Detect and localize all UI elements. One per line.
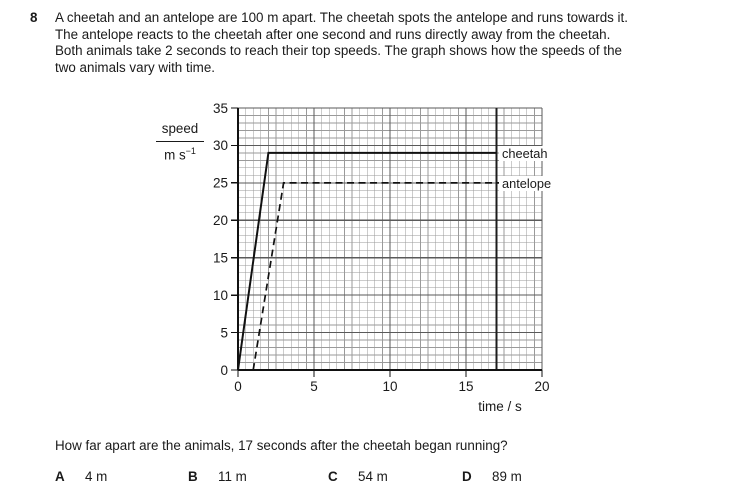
question-text-line-3: Both animals take 2 seconds to reach the…	[55, 43, 622, 59]
option-a-letter: A	[55, 469, 65, 484]
svg-text:20: 20	[213, 213, 228, 228]
question-text: A cheetah and an antelope are 100 m apar…	[55, 10, 628, 76]
y-axis-label: speed m s−1	[156, 121, 204, 162]
svg-text:20: 20	[534, 379, 549, 394]
option-a: A 4 m	[55, 469, 107, 484]
option-c: C 54 m	[328, 469, 388, 484]
svg-text:5: 5	[310, 379, 318, 394]
option-d: D 89 m	[462, 469, 522, 484]
option-b-letter: B	[188, 469, 198, 484]
option-c-letter: C	[328, 469, 338, 484]
svg-text:15: 15	[458, 379, 473, 394]
svg-text:15: 15	[213, 251, 228, 266]
svg-text:35: 35	[213, 101, 228, 116]
y-axis-unit-base: m s	[164, 147, 186, 163]
svg-text:10: 10	[213, 288, 228, 303]
option-d-value: 89 m	[492, 469, 522, 484]
question-prompt: How far apart are the animals, 17 second…	[55, 438, 508, 453]
series-label-antelope: antelope	[499, 176, 561, 191]
series-label-cheetah: cheetah	[499, 146, 557, 161]
speed-time-graph: 0 5 10 15 20 0 5 10 15 20 25 30 35 time / s	[213, 101, 550, 414]
svg-text:5: 5	[220, 325, 228, 340]
y-axis-label-denominator: m s−1	[156, 142, 204, 162]
y-axis-unit-exponent: −1	[185, 146, 196, 156]
option-b: B 11 m	[188, 469, 247, 484]
option-a-value: 4 m	[85, 469, 108, 484]
svg-text:time / s: time / s	[478, 399, 522, 414]
option-c-value: 54 m	[358, 469, 388, 484]
svg-text:25: 25	[213, 176, 228, 191]
svg-text:0: 0	[234, 379, 242, 394]
option-b-value: 11 m	[218, 469, 247, 484]
option-d-letter: D	[462, 469, 472, 484]
question-text-line-2: The antelope reacts to the cheetah after…	[55, 26, 611, 42]
y-axis-label-numerator: speed	[156, 121, 204, 142]
question-text-line-4: two animals vary with time.	[55, 59, 215, 75]
svg-text:30: 30	[213, 138, 228, 153]
answer-options: A 4 m B 11 m C 54 m D 89 m	[0, 469, 740, 489]
svg-text:10: 10	[382, 379, 397, 394]
question-text-line-1: A cheetah and an antelope are 100 m apar…	[55, 10, 628, 25]
svg-text:0: 0	[220, 363, 228, 378]
question-number: 8	[30, 10, 38, 25]
